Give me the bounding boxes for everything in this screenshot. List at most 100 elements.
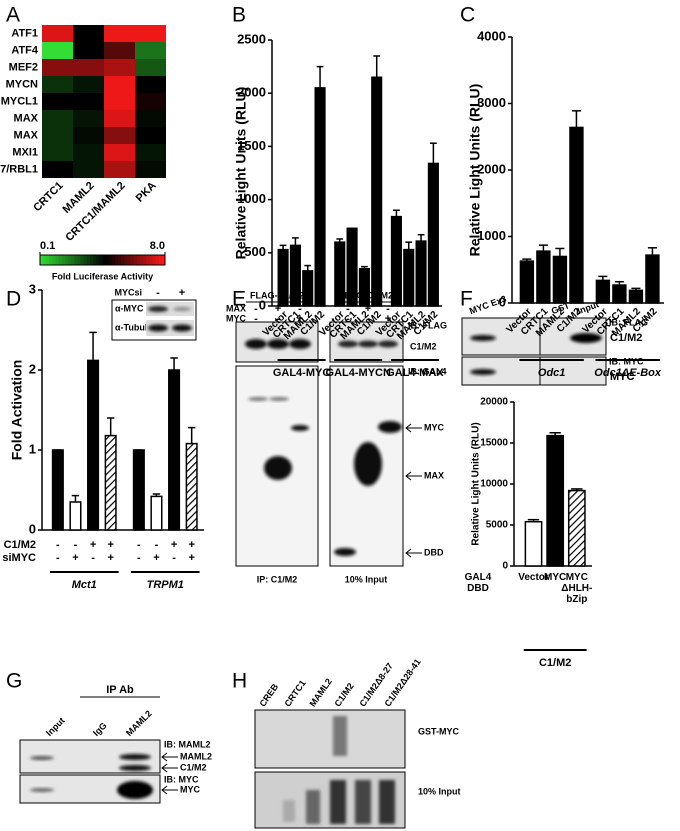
colorbar-segment (77, 255, 82, 265)
group-label: Odc1ΔE-Box (594, 367, 662, 379)
band (470, 335, 496, 341)
heatmap-cell (73, 93, 104, 110)
condition-sign: + (188, 539, 194, 551)
colorbar-segment (96, 255, 100, 265)
band (330, 780, 346, 824)
condition-sign: + (275, 303, 281, 315)
colorbar-tick-label: 8.0 (150, 240, 165, 252)
heatmap-cell (104, 42, 135, 59)
band (172, 324, 192, 332)
bar (358, 268, 370, 307)
condition-label: siMYC (2, 552, 36, 564)
band (338, 340, 358, 348)
bar (277, 248, 289, 307)
condition-sign: - (91, 552, 95, 564)
blot-footer: IP: C1/M2 (257, 574, 298, 584)
colorbar-segment (65, 255, 69, 265)
band-label: C1/M2 (610, 332, 642, 344)
row-label: ATF4 (11, 44, 39, 56)
condition-sign: + (385, 313, 391, 325)
condition-sign: - (254, 303, 258, 315)
colorbar-segment (40, 255, 44, 265)
row-label: MXI1 (12, 146, 38, 158)
heatmap-cell (73, 161, 104, 178)
colorbar-segment (99, 255, 103, 265)
blot-header: FLAG-C1/M2 (250, 290, 304, 300)
band (289, 339, 311, 349)
band (267, 339, 289, 349)
band (264, 456, 292, 480)
colorbar-frame (39, 254, 166, 266)
heatmap-cell (135, 127, 166, 144)
band (291, 425, 309, 431)
lane-label: MAML2 (124, 708, 154, 738)
heatmap-cell (104, 76, 135, 93)
condition-sign: - (155, 539, 159, 551)
bar (132, 449, 145, 531)
bar (302, 270, 314, 307)
heatmap-cell (42, 25, 73, 42)
blot (146, 320, 194, 336)
y-axis-label: Relative Light Units (RLU) (233, 87, 249, 260)
heatmap-cell (73, 144, 104, 161)
bar (314, 87, 326, 307)
colorbar-segment (68, 255, 72, 265)
y-tick-label: 0 (499, 294, 506, 309)
y-tick-label: 2000 (477, 161, 506, 176)
band (306, 790, 320, 824)
bar (427, 162, 439, 307)
bar (87, 359, 100, 531)
bar (403, 248, 415, 307)
panel-row-label: GST-MYC (418, 726, 460, 736)
colorbar-segment (111, 255, 116, 265)
colorbar-segment (133, 255, 138, 265)
panel-label: E (232, 288, 246, 311)
bar (536, 250, 551, 304)
panel-label: C (460, 4, 475, 27)
column-label: CRTC1 (31, 180, 65, 214)
colorbar-segment (90, 255, 94, 265)
condition-sign: - (56, 552, 60, 564)
blot (539, 356, 607, 386)
colorbar-segment (71, 255, 75, 265)
y-tick-label: 0 (259, 297, 266, 312)
condition-sign: + (90, 539, 96, 551)
condition-sign: - (137, 539, 141, 551)
bar (645, 254, 660, 304)
heatmap-cell (42, 93, 73, 110)
row-label: MYCL1 (1, 95, 38, 107)
inset-sign: + (179, 287, 185, 299)
heatmap-cell (104, 144, 135, 161)
heatmap-cell (42, 161, 73, 178)
lane-label: CREB (257, 681, 280, 708)
colorbar-segment (105, 255, 110, 265)
band-label: MAML2 (180, 751, 212, 761)
bar (168, 369, 181, 531)
y-tick-label: 2000 (237, 85, 266, 100)
arrow (405, 548, 422, 558)
colorbar-segment (55, 255, 60, 265)
bar (334, 241, 346, 307)
band (354, 442, 382, 486)
band (30, 788, 54, 792)
condition-sign: + (365, 303, 371, 315)
colorbar-segment (93, 255, 97, 265)
condition-sign: - (386, 303, 390, 315)
colorbar-segment (158, 255, 163, 265)
band-label: MYC (424, 422, 445, 432)
colorbar-segment (80, 255, 85, 265)
heatmap-cell (73, 25, 104, 42)
bar (185, 442, 198, 531)
colorbar-tick-label: 0.1 (40, 240, 55, 252)
panel-label: D (6, 288, 21, 311)
y-axis-label: Fold Activation (9, 360, 25, 461)
colorbar-segment (155, 255, 160, 265)
y-tick-label: 0 (29, 521, 36, 536)
blot (254, 709, 406, 769)
row-label: ATF1 (11, 27, 38, 39)
bar (415, 240, 427, 307)
band (334, 548, 356, 556)
y-axis-label: Relative Light Units (RLU) (467, 84, 483, 257)
